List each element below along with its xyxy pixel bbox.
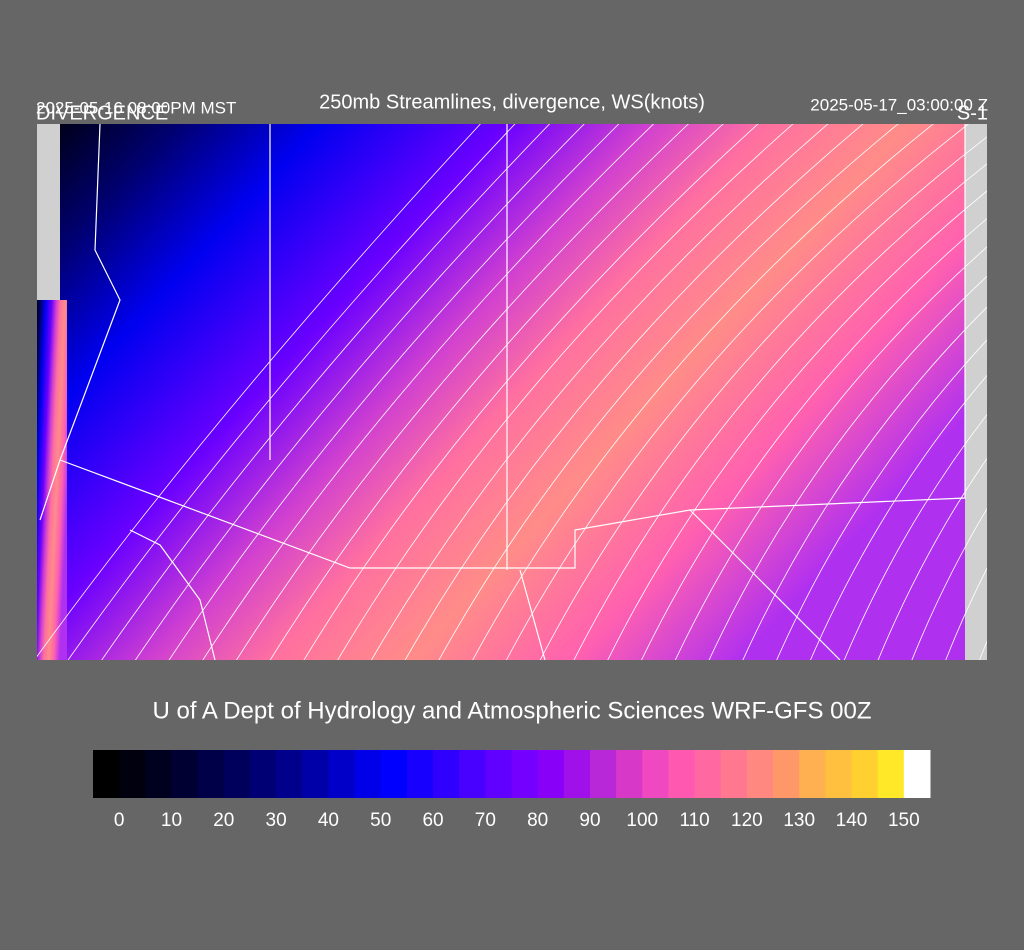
wind-speed-field <box>37 300 67 660</box>
color-swatch <box>433 750 460 798</box>
color-swatch <box>616 750 643 798</box>
color-swatch <box>223 750 251 798</box>
color-swatch <box>773 750 800 798</box>
colorbar-label: 10 <box>161 810 182 831</box>
color-swatch <box>119 750 146 798</box>
streamline <box>539 136 987 660</box>
color-swatch <box>354 750 382 798</box>
color-swatch <box>249 750 277 798</box>
streamline <box>236 124 689 660</box>
colorbar-label: 50 <box>370 810 391 831</box>
colorbar-label: 110 <box>679 810 709 831</box>
color-swatch <box>485 750 512 798</box>
boundaries <box>39 124 966 660</box>
colorbar-label: 150 <box>888 810 920 831</box>
colorbar-label: 80 <box>527 810 548 831</box>
streamline <box>134 124 585 660</box>
streamline <box>269 124 724 660</box>
color-swatch <box>302 750 329 798</box>
colorbar-label: 120 <box>731 810 763 831</box>
streamline <box>506 124 970 660</box>
streamline <box>370 124 829 660</box>
streamline <box>810 375 987 660</box>
colorbar-label: 140 <box>836 810 868 831</box>
streamlines <box>37 118 1024 680</box>
streamline <box>641 218 987 660</box>
color-swatch <box>93 750 120 798</box>
streamline <box>573 163 987 660</box>
colorbar-label: 60 <box>422 810 443 831</box>
color-swatch <box>328 750 356 798</box>
colorbar-label: 100 <box>626 810 658 831</box>
field-name: DIVERGENCE <box>36 102 168 124</box>
colorbar-label: 40 <box>318 810 339 831</box>
color-swatch <box>877 750 905 798</box>
color-swatch <box>642 750 669 798</box>
color-swatch <box>276 750 303 798</box>
colorbar: 0 10 20 30 40 50 60 70 80 90 100 110 120 130 140 150 <box>93 750 931 831</box>
wind-speed-field <box>60 124 965 660</box>
streamline <box>472 124 934 660</box>
map <box>37 118 1024 680</box>
color-swatch <box>459 750 486 798</box>
streamline <box>945 567 987 660</box>
streamline <box>303 124 759 660</box>
streamline <box>168 124 620 660</box>
streamline <box>202 124 655 660</box>
streamline <box>708 275 987 660</box>
streamline <box>404 124 864 660</box>
streamline <box>337 124 794 660</box>
credit: U of A Dept of Hydrology and Atmospheric… <box>153 697 872 724</box>
colorbar-label: 20 <box>213 810 234 831</box>
state-lines <box>59 124 966 660</box>
streamline <box>911 508 987 660</box>
colorbar-label: 30 <box>266 810 287 831</box>
streamline <box>1006 118 1024 680</box>
streamline <box>101 124 551 660</box>
color-swatch <box>825 750 853 798</box>
streamline <box>843 414 987 660</box>
color-swatch <box>668 750 696 798</box>
streamline <box>607 190 987 660</box>
streamline <box>674 246 987 660</box>
color-swatch <box>903 750 931 798</box>
color-swatch <box>406 750 434 798</box>
streamline <box>877 457 987 660</box>
color-swatch <box>511 750 539 798</box>
color-swatch <box>171 750 199 798</box>
streamline <box>37 124 481 658</box>
color-swatch <box>380 750 408 798</box>
colorbar-label: 70 <box>475 810 496 831</box>
valid-utc-time: 2025-05-17_03:00:00 Z <box>810 95 988 114</box>
map-title: 250mb Streamlines, divergence, WS(knots) <box>319 91 705 113</box>
level-label: S-1 <box>957 102 988 124</box>
coastline <box>39 124 216 660</box>
color-swatch <box>746 750 774 798</box>
streamline <box>742 306 987 660</box>
color-swatch <box>799 750 826 798</box>
color-swatch <box>145 750 172 798</box>
color-swatch <box>537 750 565 798</box>
streamline <box>67 124 516 660</box>
colorbar-label: 0 <box>114 810 125 831</box>
color-swatch <box>563 750 591 798</box>
color-swatch <box>589 750 617 798</box>
colorbar-label: 130 <box>783 810 815 831</box>
colorbar-label: 90 <box>579 810 600 831</box>
color-swatch <box>694 750 722 798</box>
color-swatch <box>720 750 748 798</box>
streamline <box>776 339 987 660</box>
color-swatch <box>197 750 225 798</box>
streamline <box>438 124 899 660</box>
color-swatch <box>851 750 879 798</box>
valid-local-time: 2025-05-16 08:00PM MST <box>36 98 236 117</box>
